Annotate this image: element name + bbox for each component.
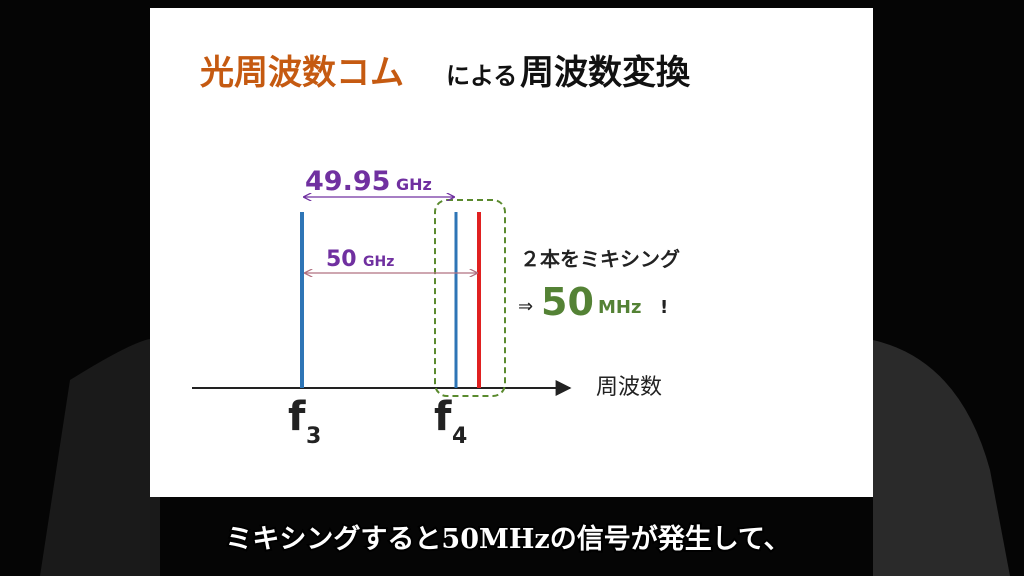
title: による — [446, 62, 517, 90]
span-value: 49.95 — [305, 166, 390, 197]
person-silhouette — [873, 340, 1010, 576]
axis-label: 周波数 — [596, 375, 662, 400]
slide — [150, 8, 873, 497]
note-unit: MHz — [598, 297, 641, 318]
note: ! — [660, 297, 668, 318]
person-silhouette — [40, 338, 160, 576]
span-unit: GHz — [396, 175, 432, 194]
title: 周波数変換 — [520, 53, 691, 93]
note-value: 50 — [541, 280, 594, 324]
title: 光周波数コム — [200, 53, 404, 93]
f-label: f — [434, 394, 452, 440]
note: ２本をミキシング — [520, 247, 680, 271]
note: ⇒ — [518, 296, 533, 317]
span-value: 50 — [326, 247, 357, 272]
f-label: f — [288, 394, 306, 440]
f-index: 4 — [452, 424, 467, 449]
span-unit: GHz — [363, 254, 394, 270]
subtitle: ミキシングすると50MHzの信号が発生して、 — [225, 523, 790, 555]
f-index: 3 — [306, 424, 321, 449]
mixing-box — [434, 199, 506, 397]
